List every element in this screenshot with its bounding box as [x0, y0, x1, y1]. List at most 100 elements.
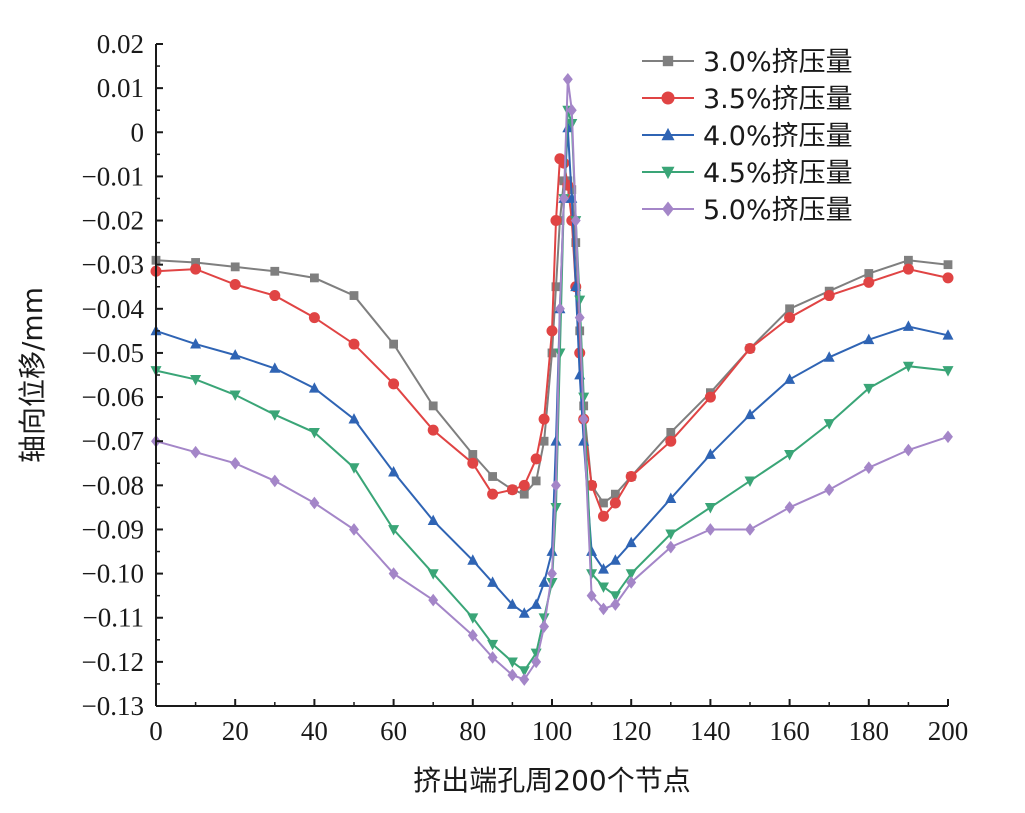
data-point: [665, 435, 677, 447]
data-point: [666, 427, 676, 437]
data-point: [625, 569, 637, 580]
data-point: [597, 563, 609, 574]
data-point: [943, 260, 953, 270]
data-point: [625, 536, 637, 548]
data-point: [538, 576, 550, 587]
data-point: [863, 461, 874, 475]
y-tick-label: −0.10: [82, 559, 144, 589]
data-point: [190, 375, 202, 386]
y-tick-label: −0.04: [82, 294, 145, 324]
data-point: [467, 629, 478, 642]
data-point: [487, 651, 498, 664]
y-tick-label: −0.06: [82, 382, 144, 412]
data-point: [570, 214, 581, 227]
data-point: [551, 479, 561, 492]
x-tick-label: 120: [611, 716, 652, 746]
data-point: [309, 496, 320, 510]
data-point: [598, 602, 609, 616]
data-point: [599, 498, 608, 508]
data-point: [609, 554, 621, 565]
data-point: [518, 479, 530, 491]
data-point: [578, 412, 589, 426]
data-point: [229, 279, 241, 291]
y-axis-title: 轴向位移/mm: [16, 287, 49, 463]
data-point: [554, 302, 565, 316]
data-point: [784, 312, 796, 324]
data-point: [864, 269, 874, 278]
x-tick-label: 100: [532, 716, 573, 746]
data-point: [507, 668, 518, 682]
legend-item: 3.0%挤压量: [642, 47, 853, 78]
data-point: [348, 463, 360, 474]
data-point: [704, 391, 716, 403]
data-point: [388, 525, 400, 536]
data-point: [863, 276, 875, 288]
data-point: [538, 413, 550, 425]
x-tick-label: 160: [769, 716, 810, 746]
data-point: [784, 373, 796, 384]
y-tick-label: −0.01: [82, 161, 144, 191]
data-point: [388, 378, 400, 390]
data-point: [665, 540, 676, 554]
data-point: [902, 263, 914, 275]
data-point: [310, 273, 319, 283]
data-point: [785, 304, 794, 314]
data-point: [269, 290, 281, 302]
y-tick-label: −0.12: [82, 647, 144, 677]
x-tick-label: 20: [222, 716, 249, 746]
data-point: [824, 483, 835, 497]
data-point: [518, 607, 530, 618]
data-point: [823, 351, 835, 362]
legend-label: 4.0%挤压量: [703, 121, 853, 152]
data-point: [230, 456, 241, 470]
data-point: [229, 390, 241, 401]
data-point: [506, 657, 518, 668]
data-point: [550, 215, 562, 227]
y-tick-label: −0.11: [83, 603, 144, 633]
legend-marker: [662, 55, 674, 67]
legend-item: 4.5%挤压量: [642, 158, 853, 189]
data-point: [609, 497, 621, 509]
data-point: [530, 453, 542, 465]
data-point: [547, 348, 557, 358]
data-point: [586, 589, 597, 602]
data-point: [942, 272, 954, 284]
data-point: [551, 282, 561, 292]
data-point: [597, 510, 609, 522]
data-point: [626, 576, 637, 589]
data-point: [784, 501, 795, 514]
data-point: [558, 157, 570, 169]
data-point: [704, 503, 716, 514]
data-point: [744, 343, 756, 355]
data-point: [389, 339, 398, 349]
y-tick-label: −0.05: [82, 338, 144, 368]
data-point: [428, 593, 439, 607]
data-point: [609, 591, 621, 602]
legend-label: 3.0%挤压量: [703, 47, 853, 78]
data-point: [554, 348, 566, 359]
legend: 3.0%挤压量 3.5%挤压量 4.0%挤压量 4.5%挤压量 5.0%挤压量: [642, 47, 853, 226]
data-point: [566, 103, 577, 117]
data-point: [665, 492, 677, 503]
data-point: [349, 291, 359, 300]
legend-item: 4.0%挤压量: [642, 121, 853, 152]
data-point: [704, 448, 716, 459]
data-point: [348, 338, 360, 350]
data-point: [863, 333, 875, 345]
data-point: [538, 613, 550, 624]
data-point: [784, 450, 796, 461]
data-point: [902, 361, 914, 373]
data-point: [487, 639, 499, 651]
data-point: [190, 445, 201, 459]
data-point: [610, 489, 620, 499]
x-tick-label: 60: [380, 716, 407, 746]
x-ticks: 0 20 40 60 80 100 120 140 160 180 200: [149, 699, 968, 746]
data-point: [518, 666, 530, 677]
data-point: [562, 72, 573, 86]
data-point: [308, 312, 320, 324]
data-point: [190, 263, 202, 275]
data-point: [546, 578, 558, 589]
y-tick-label: −0.09: [82, 514, 144, 544]
data-point: [531, 655, 542, 669]
y-tick-label: −0.03: [82, 250, 144, 280]
